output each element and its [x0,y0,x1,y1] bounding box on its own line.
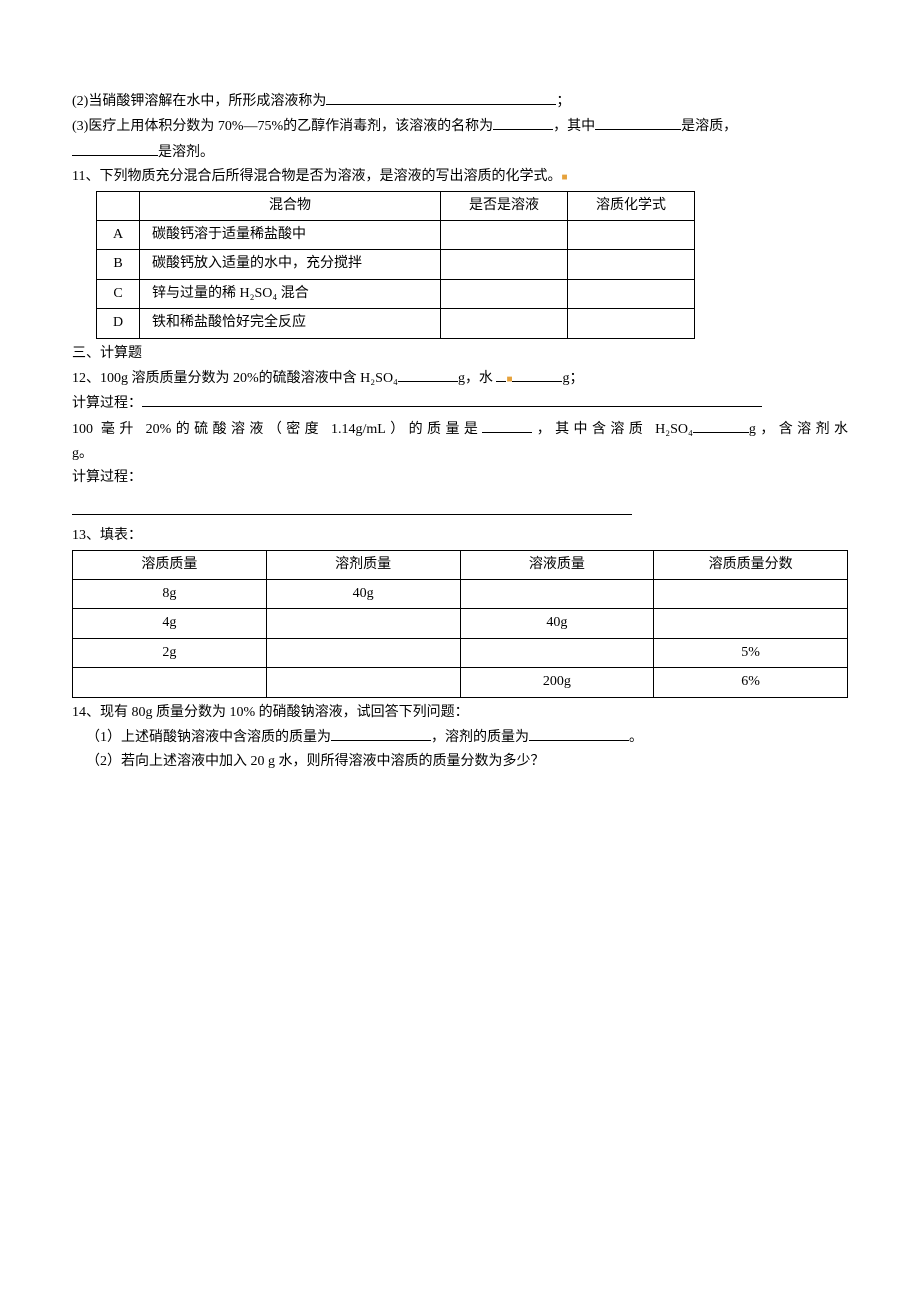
cell: 200g [460,668,654,697]
cell: 5% [654,638,848,667]
table-row: A 碳酸钙溶于适量稀盐酸中 [97,220,695,249]
q10-part2-text-a: (2)当硝酸钾溶解在水中，所形成溶液称为 [72,94,326,109]
answer-cell[interactable] [568,250,695,279]
row-text: 碳酸钙放入适量的水中，充分搅拌 [140,250,441,279]
row-id: A [97,220,140,249]
blank-q12-proc2[interactable] [72,500,632,515]
answer-cell[interactable] [441,279,568,308]
q10-part2: (2)当硝酸钾溶解在水中，所形成溶液称为 ； [72,90,848,113]
table-row: 200g 6% [73,668,848,697]
table-row: C 锌与过量的稀 H₂SO₄ 混合 [97,279,695,308]
answer-cell[interactable] [266,668,460,697]
q12-text-1b: g，水 [458,371,493,386]
blank-q12-2b[interactable] [693,418,749,433]
header-c4: 溶质质量分数 [654,550,848,579]
table-row: 2g 5% [73,638,848,667]
q14-p1-b: ，溶剂的质量为 [431,730,529,745]
q10-part3-text-d: 是溶剂。 [158,145,214,160]
q14-p1-a: （1）上述硝酸钠溶液中含溶质的质量为 [86,730,331,745]
q11-table: 混合物 是否是溶液 溶质化学式 A 碳酸钙溶于适量稀盐酸中 B 碳酸钙放入适量的… [96,191,695,339]
cell: 4g [73,609,267,638]
cell: 40g [460,609,654,638]
table-row: 8g 40g [73,580,848,609]
q10-part3: (3)医疗上用体积分数为 70%—75%的乙醇作消毒剂，该溶液的名称为 ，其中 是溶… [72,115,848,138]
answer-cell[interactable] [568,279,695,308]
answer-cell[interactable] [441,250,568,279]
q10-part2-text-b: ； [556,94,570,109]
q13-stem: 13、填表： [72,525,848,547]
q10-part3-cont: 是溶剂。 [72,141,848,164]
header-c1: 溶质质量 [73,550,267,579]
cell: 6% [654,668,848,697]
q12-proc-label: 计算过程： [72,396,142,411]
answer-cell[interactable] [441,220,568,249]
row-id: B [97,250,140,279]
q12-line1: 12、100g 溶质质量分数为 20%的硫酸溶液中含 H₂SO₄g，水 ■g； [72,367,848,390]
header-formula: 溶质化学式 [568,191,695,220]
section-3-heading: 三、计算题 [72,343,848,365]
q10-part3-text-b: ，其中 [553,119,595,134]
answer-cell[interactable] [266,638,460,667]
blank-q12-1a[interactable] [398,367,458,382]
blank-q10-2[interactable] [326,90,556,105]
answer-cell[interactable] [460,638,654,667]
q12-text-2d: g。 [72,446,93,461]
answer-cell[interactable] [441,309,568,338]
blank-q12-2a[interactable] [482,418,532,433]
blank-q14-1a[interactable] [331,726,431,741]
q14-part2: （2）若向上述溶液中加入 20 g 水，则所得溶液中溶质的质量分数为多少？ [72,751,848,773]
q12-text-2b: ，其中含溶质 H₂SO₄ [532,422,693,437]
q14-stem: 14、现有 80g 质量分数为 10% 的硝酸钠溶液，试回答下列问题： [72,702,848,724]
cell: 8g [73,580,267,609]
table-row: 4g 40g [73,609,848,638]
header-c3: 溶液质量 [460,550,654,579]
q12-text-2c: g，含溶剂水 [749,422,848,437]
cell: 40g [266,580,460,609]
q11-stem: 11、下列物质充分混合后所得混合物是否为溶液，是溶液的写出溶质的化学式。 [72,169,561,184]
q12-proc-1: 计算过程： [72,392,848,415]
row-text: 铁和稀盐酸恰好完全反应 [140,309,441,338]
blank-q14-1b[interactable] [529,726,629,741]
q11-stem-line: 11、下列物质充分混合后所得混合物是否为溶液，是溶液的写出溶质的化学式。■ [72,166,848,188]
table-row: B 碳酸钙放入适量的水中，充分搅拌 [97,250,695,279]
q12-text-1c: g； [562,371,583,386]
q12-proc-2-line [72,500,848,523]
blank-q10-3b[interactable] [595,115,681,130]
row-text: 锌与过量的稀 H₂SO₄ 混合 [140,279,441,308]
accent-dash-icon [496,381,506,382]
q12-line2: 100 毫升 20%的硫酸溶液（密度 1.14g/mL）的质量是 ，其中含溶质 H… [72,418,848,441]
answer-cell[interactable] [654,609,848,638]
blank-q12-proc[interactable] [142,392,762,407]
table-row: 混合物 是否是溶液 溶质化学式 [97,191,695,220]
table-row: 溶质质量 溶剂质量 溶液质量 溶质质量分数 [73,550,848,579]
blank-q10-3a[interactable] [493,115,553,130]
q13-table: 溶质质量 溶剂质量 溶液质量 溶质质量分数 8g 40g 4g 40g 2g 5… [72,550,848,698]
q12-text-2a: 100 毫升 20%的硫酸溶液（密度 1.14g/mL）的质量是 [72,422,482,437]
q10-part3-text-a: (3)医疗上用体积分数为 70%—75%的乙醇作消毒剂，该溶液的名称为 [72,119,493,134]
q12-text-1a: 12、100g 溶质质量分数为 20%的硫酸溶液中含 H₂SO₄ [72,371,398,386]
header-c2: 溶剂质量 [266,550,460,579]
q14-p1-c: 。 [629,730,643,745]
row-id: C [97,279,140,308]
cell-blank [97,191,140,220]
answer-cell[interactable] [266,609,460,638]
answer-cell[interactable] [73,668,267,697]
table-row: D 铁和稀盐酸恰好完全反应 [97,309,695,338]
q12-line2-cont: g。 [72,443,848,465]
answer-cell[interactable] [460,580,654,609]
answer-cell[interactable] [654,580,848,609]
cell: 2g [73,638,267,667]
blank-q12-1b[interactable] [512,367,562,382]
row-id: D [97,309,140,338]
q10-part3-text-c: 是溶质， [681,119,737,134]
answer-cell[interactable] [568,220,695,249]
header-mix: 混合物 [140,191,441,220]
answer-cell[interactable] [568,309,695,338]
blank-q10-3d[interactable] [72,141,158,156]
accent-dot-icon: ■ [561,172,567,183]
row-text: 碳酸钙溶于适量稀盐酸中 [140,220,441,249]
q12-proc-2-label: 计算过程： [72,467,848,489]
header-issol: 是否是溶液 [441,191,568,220]
q14-part1: （1）上述硝酸钠溶液中含溶质的质量为 ，溶剂的质量为 。 [72,726,848,749]
